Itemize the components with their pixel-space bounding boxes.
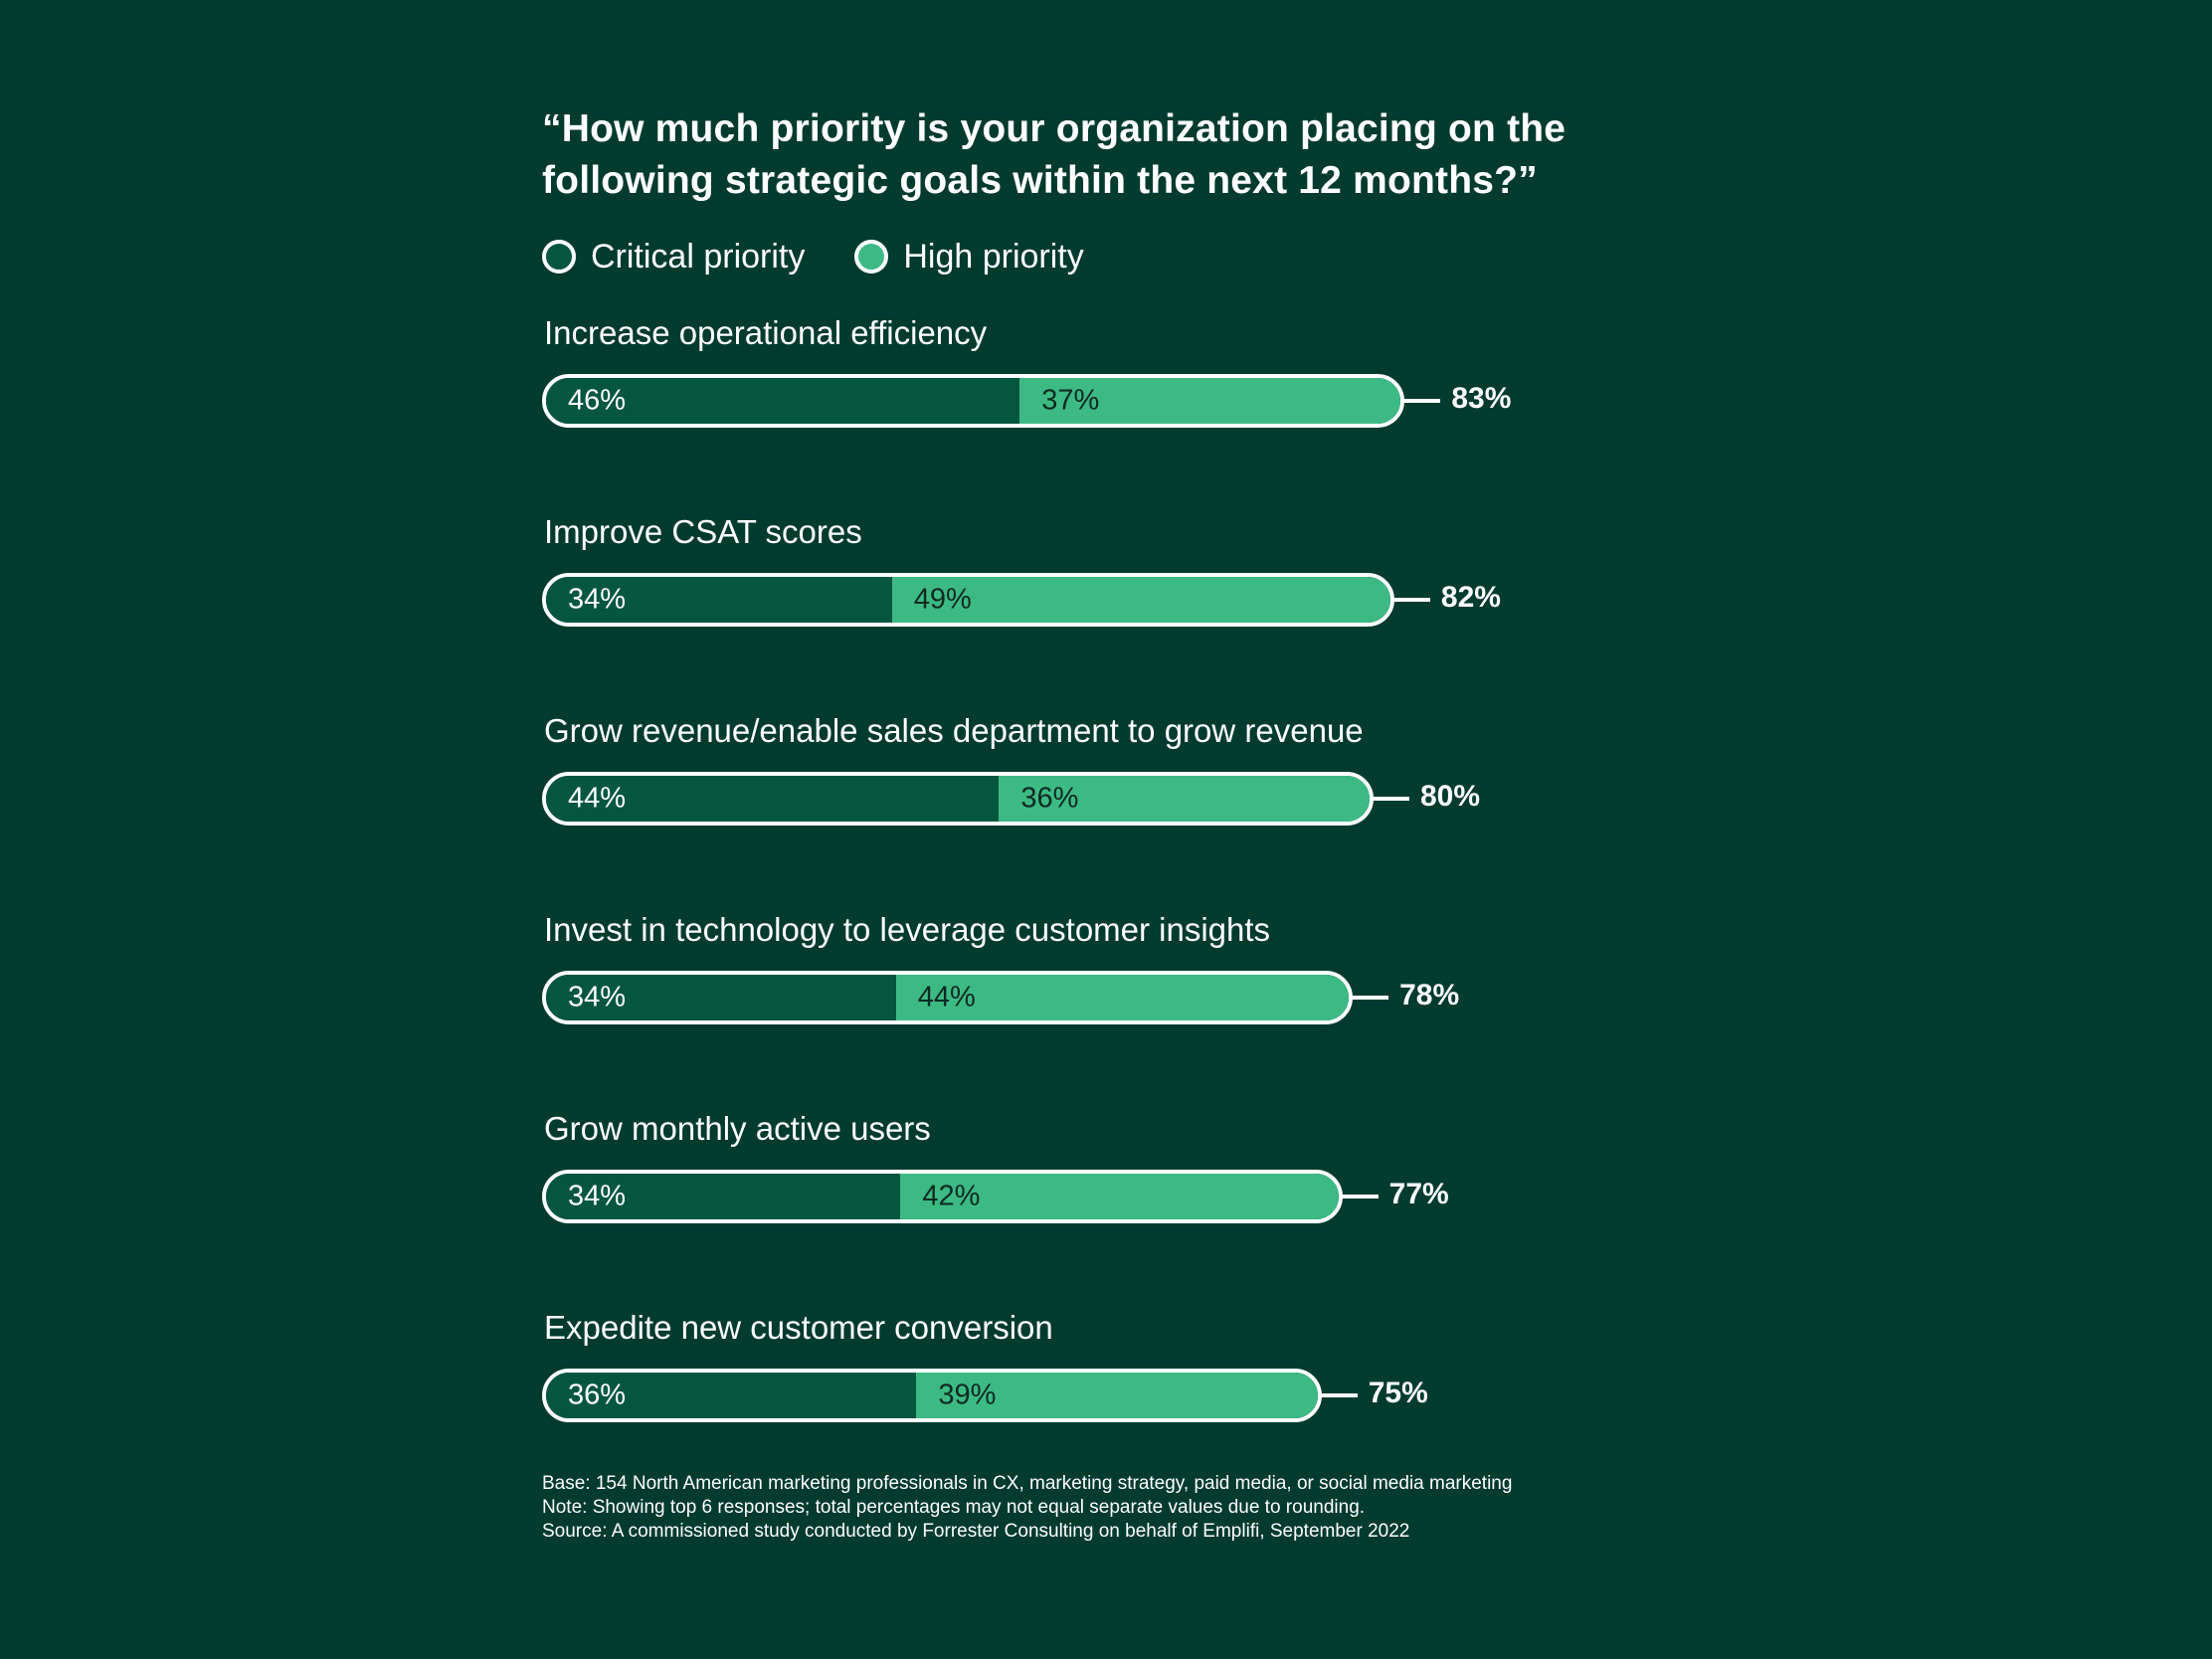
data-label-high: 42% [922, 1180, 981, 1212]
category-label: Increase operational efficiency [544, 314, 988, 351]
bar-critical: 36% [546, 1373, 917, 1418]
bar-critical: 34% [546, 1174, 901, 1219]
bar-critical: 34% [546, 577, 892, 623]
bar-track: 34% 44% [542, 971, 1354, 1024]
footnote-source: Source: A commissioned study conducted b… [542, 1521, 1410, 1542]
legend-item-critical: Critical priority [542, 238, 805, 276]
bar-high: 39% [916, 1373, 1318, 1418]
total-connector [1391, 598, 1430, 602]
chart-title: “How much priority is your organization … [542, 107, 1567, 202]
bar-high: 49% [891, 577, 1390, 623]
data-label-critical: 44% [568, 782, 627, 815]
category-label: Improve CSAT scores [544, 513, 862, 550]
data-label-high: 37% [1041, 384, 1100, 417]
legend: Critical priority High priority [542, 235, 1716, 278]
data-label-high: 36% [1020, 782, 1079, 815]
category-label: Grow revenue/enable sales department to … [544, 712, 1364, 749]
category-label: Expedite new customer conversion [544, 1309, 1053, 1346]
data-label-high: 44% [917, 981, 976, 1014]
legend-item-high: High priority [854, 237, 1084, 276]
category-label: Invest in technology to leverage custome… [544, 911, 1271, 948]
bar-track: 44% 36% [542, 772, 1374, 826]
bar-track: 46% 37% [542, 374, 1405, 428]
data-label-high: 49% [913, 583, 972, 616]
bar-high: 37% [1019, 378, 1401, 424]
bar-high: 36% [999, 776, 1370, 822]
bar-track: 36% 39% [542, 1369, 1322, 1422]
total-connector [1402, 399, 1441, 403]
bar-track: 34% 49% [542, 573, 1394, 627]
total-connector [1319, 1393, 1358, 1397]
bar-high: 42% [900, 1174, 1339, 1219]
data-label-critical: 36% [568, 1379, 627, 1411]
total-label: 83% [1451, 382, 1512, 415]
total-label: 82% [1440, 581, 1501, 614]
total-connector [1351, 996, 1389, 1000]
total-connector [1340, 1195, 1379, 1198]
legend-swatch-high [854, 240, 889, 274]
bar-critical: 44% [546, 776, 1000, 822]
bar-track: 34% 42% [542, 1170, 1343, 1223]
legend-label-high: High priority [903, 237, 1084, 276]
legend-swatch-critical [542, 240, 576, 274]
total-label: 75% [1368, 1377, 1428, 1409]
category-label: Grow monthly active users [544, 1110, 931, 1147]
total-label: 78% [1399, 979, 1460, 1012]
bar-critical: 34% [546, 975, 896, 1020]
total-label: 80% [1420, 780, 1481, 813]
data-label-high: 39% [938, 1379, 997, 1411]
chart-header: “How much priority is your organization … [542, 103, 1716, 278]
footnote-base: Base: 154 North American marketing profe… [542, 1473, 1513, 1494]
data-label-critical: 34% [568, 1180, 627, 1212]
total-connector [1372, 797, 1409, 801]
legend-label-critical: Critical priority [591, 237, 806, 276]
footnote-note: Note: Showing top 6 responses; total per… [542, 1497, 1366, 1518]
data-label-critical: 34% [568, 583, 627, 616]
data-label-critical: 34% [568, 981, 627, 1014]
bar-critical: 46% [546, 378, 1020, 424]
footnotes: Base: 154 North American marketing profe… [542, 1472, 1512, 1544]
data-label-critical: 46% [568, 384, 627, 417]
bar-high: 44% [895, 975, 1350, 1020]
total-label: 77% [1388, 1178, 1449, 1210]
